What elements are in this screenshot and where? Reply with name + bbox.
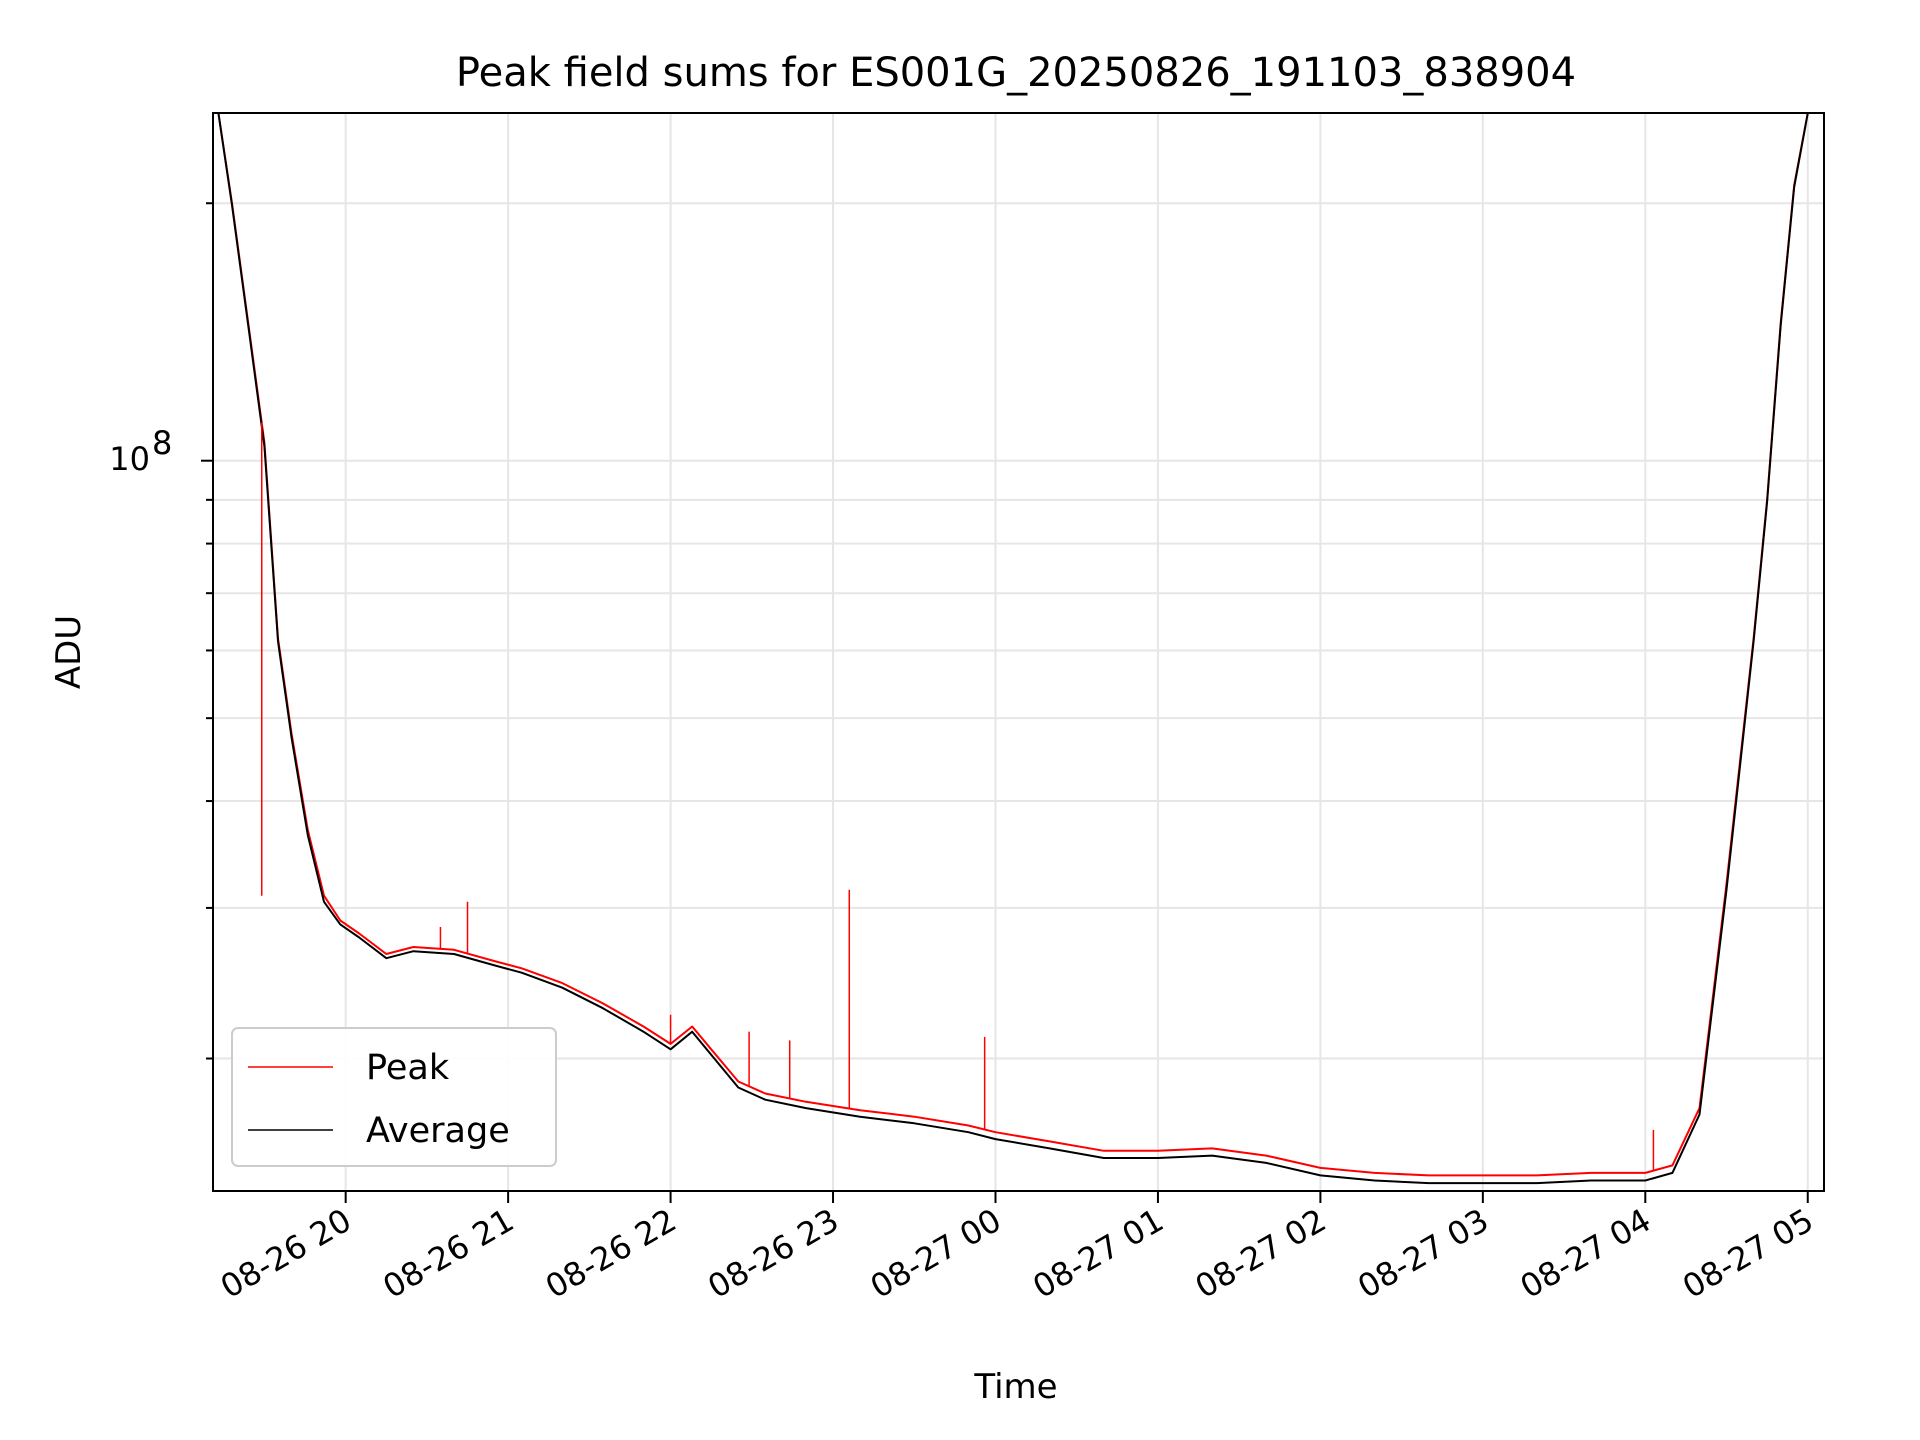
series-line-average [213, 113, 1824, 1185]
chart-title: Peak field sums for ES001G_20250826_1911… [456, 50, 1576, 96]
legend-label-peak: Peak [366, 1048, 450, 1088]
legend-box [231, 1027, 557, 1167]
y-axis-label: ADU [49, 615, 89, 689]
plot-frame [212, 112, 1825, 1192]
y-tick-label-1e8: 10 8 [109, 424, 172, 478]
grid [213, 113, 1824, 1191]
x-axis-label: Time [973, 1367, 1057, 1407]
y-tick-label-exponent: 8 [152, 424, 172, 462]
legend: Peak Average [231, 1027, 557, 1167]
legend-label-average: Average [366, 1111, 510, 1151]
series-line-peak [213, 113, 1824, 1177]
y-tick-label-base: 10 [109, 440, 150, 478]
series-layer [213, 113, 1824, 1185]
